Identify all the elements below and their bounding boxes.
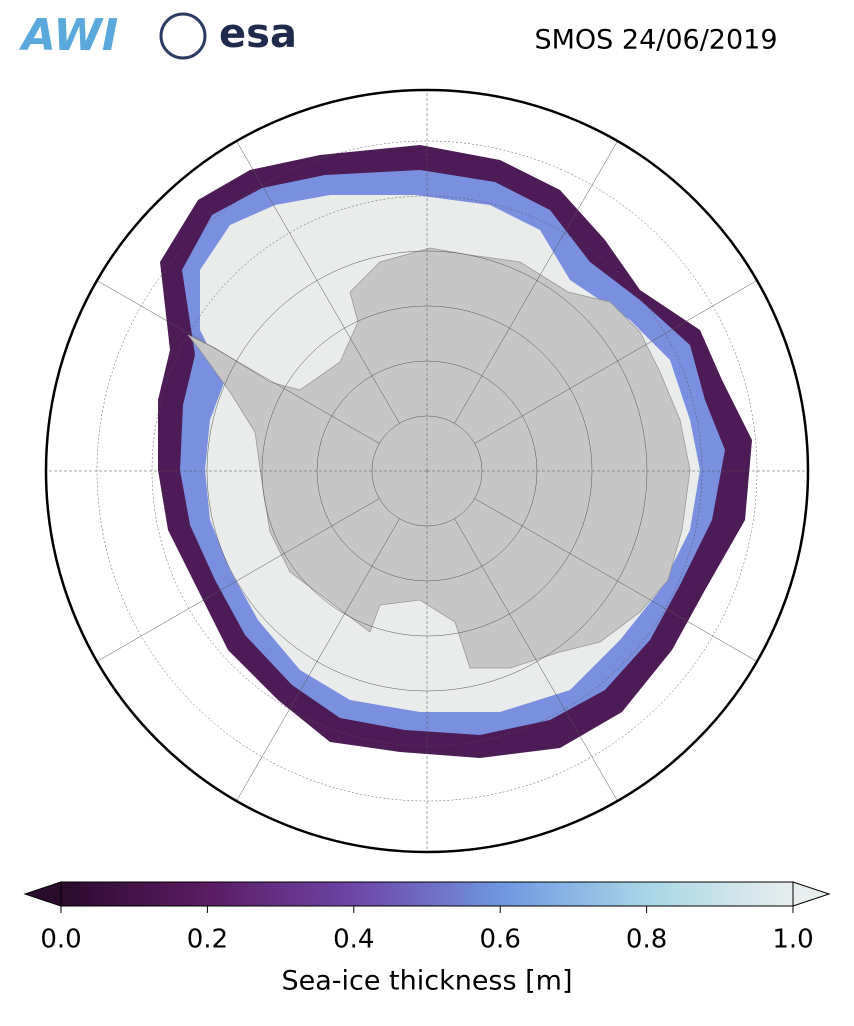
meridian — [454, 518, 618, 802]
map-title: SMOS 24/06/2019 — [534, 25, 777, 56]
colorbar — [61, 882, 793, 906]
colorbar-tick-label: 0.4 — [333, 925, 374, 955]
colorbar-frame — [60, 881, 794, 907]
colorbar-tick-label: 1.0 — [772, 925, 813, 955]
colorbar-extend-low — [23, 881, 62, 907]
meridian — [454, 140, 618, 424]
map — [46, 90, 808, 852]
esa-logo: esa — [219, 11, 297, 57]
meridian — [474, 280, 758, 444]
meridian — [474, 498, 758, 662]
meridian — [96, 280, 380, 444]
map-frame — [44, 88, 810, 854]
esa-logo-mark — [159, 12, 207, 60]
graticule — [46, 90, 808, 852]
meridian — [236, 518, 400, 802]
awi-logo: AWI — [19, 10, 119, 61]
meridian — [236, 140, 400, 424]
colorbar-tick-label: 0.0 — [40, 925, 81, 955]
colorbar-tick-label: 0.6 — [480, 925, 521, 955]
colorbar-label: Sea-ice thickness [m] — [281, 966, 572, 997]
colorbar-extend-high — [792, 881, 831, 907]
meridian — [96, 498, 380, 662]
colorbar-tick-label: 0.8 — [626, 925, 667, 955]
colorbar-tick-label: 0.2 — [187, 925, 228, 955]
